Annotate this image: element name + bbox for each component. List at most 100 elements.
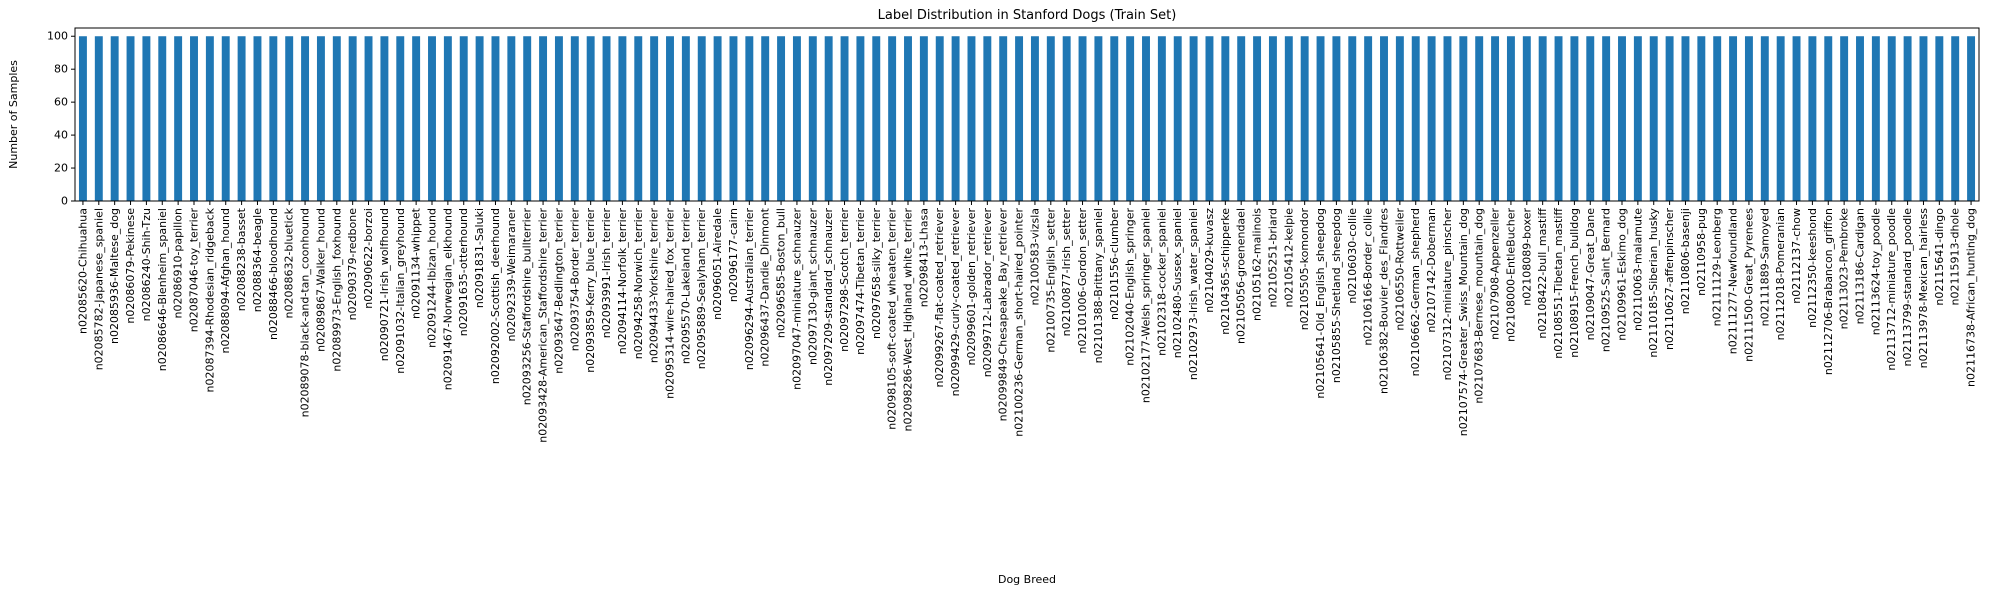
bar — [1729, 36, 1738, 201]
x-tick-label: n02089973-English_foxhound — [330, 208, 343, 372]
x-tick-label: n02088632-bluetick — [283, 207, 296, 318]
x-tick-label: n02102318-cocker_spaniel — [1155, 208, 1168, 356]
x-tick-label: n02106550-Rottweiler — [1393, 208, 1406, 331]
x-tick-label: n02098286-West_Highland_white_terrier — [902, 208, 915, 432]
x-tick-label: n02115641-dingo — [1933, 208, 1946, 306]
bar — [1522, 36, 1531, 201]
x-tick-label: n02088094-Afghan_hound — [219, 208, 232, 354]
bar — [1506, 36, 1515, 201]
x-tick-label: n02101388-Brittany_spaniel — [1092, 208, 1105, 363]
bar — [1253, 36, 1262, 201]
x-tick-label: n02105505-komondor — [1298, 208, 1311, 331]
x-tick-label: n02108422-bull_mastiff — [1536, 208, 1549, 339]
x-tick-label: n02110627-affenpinscher — [1663, 208, 1676, 351]
x-tick-label: n02091032-Italian_greyhound — [394, 208, 407, 374]
bar — [1062, 36, 1071, 201]
bar — [475, 36, 484, 201]
bar — [1427, 36, 1436, 201]
x-tick-label: n02102040-English_springer — [1124, 208, 1137, 366]
x-tick-label: n02104365-schipperke — [1219, 208, 1232, 335]
x-tick-label: n02086910-papillon — [172, 208, 185, 319]
x-tick-label: n02107142-Doberman — [1425, 208, 1438, 333]
y-tick-label: 40 — [54, 129, 68, 142]
x-tick-label: n02090721-Irish_wolfhound — [378, 208, 391, 361]
bar — [1205, 36, 1214, 201]
bar — [999, 36, 1008, 201]
x-tick-label: n02085782-Japanese_spaniel — [92, 208, 105, 370]
plot-frame — [74, 27, 1980, 202]
x-tick-label: n02089078-black-and-tan_coonhound — [299, 208, 312, 417]
bar — [777, 36, 786, 201]
bar — [1967, 36, 1976, 201]
bar — [237, 36, 246, 201]
bar — [1411, 36, 1420, 201]
x-tick-label: n02102973-Irish_water_spaniel — [1187, 208, 1200, 380]
x-tick-label: n02091635-otterhound — [457, 208, 470, 336]
bar — [808, 36, 817, 201]
x-tick-label: n02090622-borzoi — [362, 208, 375, 309]
bar — [1903, 36, 1912, 201]
x-tick-label: n02086079-Pekinese — [124, 208, 137, 324]
x-tick-label: n02106030-collie — [1346, 208, 1359, 304]
x-tick-label: n02096585-Boston_bull — [775, 208, 788, 338]
x-tick-label: n02091831-Saluki — [473, 208, 486, 308]
x-tick-label: n02093428-American_Staffordshire_terrier — [537, 208, 550, 443]
bar — [269, 36, 278, 201]
x-tick-label: n02096437-Dandie_Dinmont — [759, 207, 772, 366]
bar — [824, 36, 833, 201]
bar — [1348, 36, 1357, 201]
chart-title: Label Distribution in Stanford Dogs (Tra… — [878, 8, 1177, 23]
bar — [856, 36, 865, 201]
x-tick-label: n02088364-beagle — [251, 208, 264, 312]
x-tick-label: n02097298-Scotch_terrier — [838, 208, 851, 352]
x-tick-label: n02092339-Weimaraner — [505, 208, 518, 342]
bar — [1776, 36, 1785, 201]
y-axis-ticks: 0 20 40 60 80 100 — [47, 30, 75, 208]
x-tick-label: n02097130-giant_schnauzer — [806, 208, 819, 365]
x-tick-label: n02108915-French_bulldog — [1568, 208, 1581, 358]
x-tick-label: n02107683-Bernese_mountain_dog — [1473, 208, 1486, 404]
bar — [1078, 36, 1087, 201]
bar — [602, 36, 611, 201]
bar — [1760, 36, 1769, 201]
x-tick-label: n02110185-Siberian_husky — [1647, 208, 1660, 358]
bar — [142, 36, 151, 201]
x-tick-label: n02109047-Great_Dane — [1584, 208, 1597, 341]
x-tick-label: n02100877-Irish_setter — [1060, 208, 1073, 337]
y-tick-label: 60 — [54, 96, 68, 109]
bar — [1951, 36, 1960, 201]
x-tick-label: n02112018-Pomeranian — [1774, 208, 1787, 340]
bar — [1475, 36, 1484, 201]
bar — [110, 36, 119, 201]
x-tick-label: n02097658-silky_terrier — [870, 208, 883, 340]
x-tick-label: n02088466-bloodhound — [267, 208, 280, 340]
x-tick-label: n02111500-Great_Pyrenees — [1742, 208, 1755, 362]
bar — [348, 36, 357, 201]
x-tick-label: n02113978-Mexican_hairless — [1917, 208, 1930, 369]
bar — [1300, 36, 1309, 201]
bar — [253, 36, 262, 201]
bar — [158, 36, 167, 201]
x-tick-label: n02100236-German_short-haired_pointer — [1013, 208, 1026, 437]
bar — [491, 36, 500, 201]
x-tick-label: n02110806-basenji — [1679, 208, 1692, 314]
bar — [1284, 36, 1293, 201]
bar — [301, 36, 310, 201]
x-tick-label: n02088238-basset — [235, 207, 248, 311]
bar — [1824, 36, 1833, 201]
bar — [1157, 36, 1166, 201]
bar — [205, 36, 214, 201]
bar — [316, 36, 325, 201]
bar — [174, 36, 183, 201]
bar — [967, 36, 976, 201]
x-tick-label: n02113712-miniature_poodle — [1885, 208, 1898, 371]
bar — [1395, 36, 1404, 201]
x-tick-label: n02112350-keeshond — [1806, 208, 1819, 328]
x-tick-label: n02091244-Ibizan_hound — [426, 208, 439, 348]
bar — [1840, 36, 1849, 201]
x-tick-label: n02108000-EntleBucher — [1504, 208, 1517, 342]
bar — [1316, 36, 1325, 201]
y-axis-title: Number of Samples — [7, 60, 20, 169]
x-tick-label: n02087394-Rhodesian_ridgeback — [203, 207, 216, 392]
x-tick-label: n02099849-Chesapeake_Bay_retriever — [997, 208, 1010, 422]
